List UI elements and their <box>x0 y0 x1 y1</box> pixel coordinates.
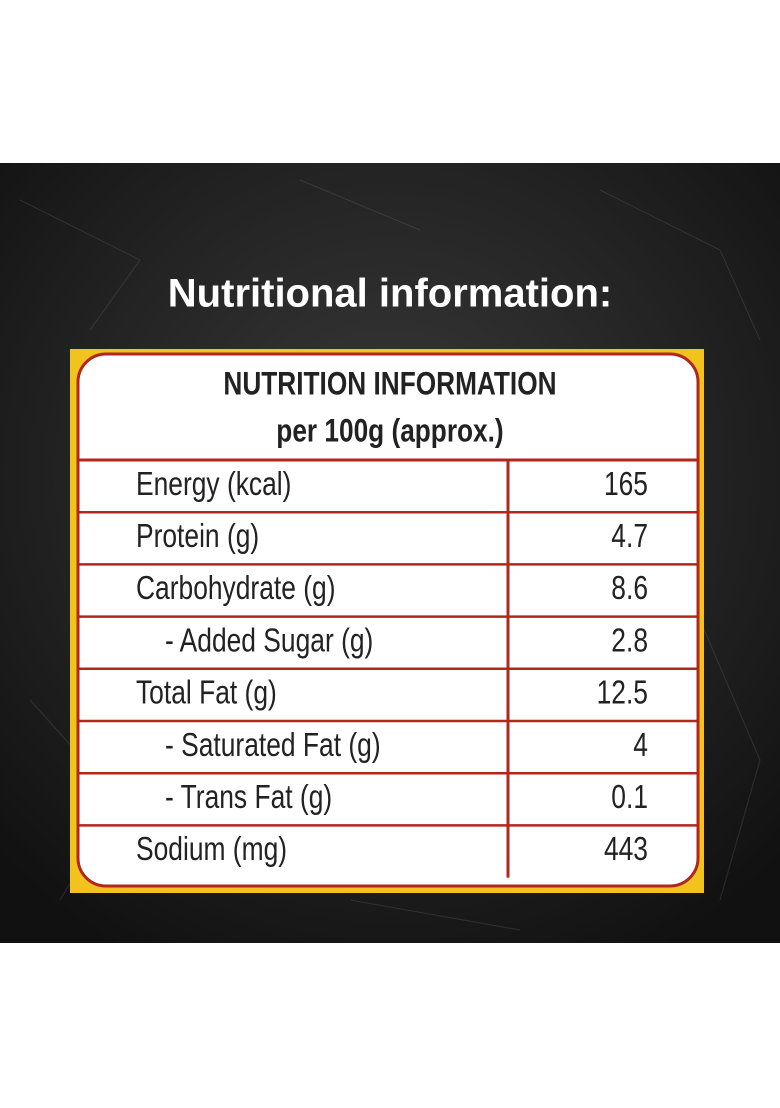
nutrient-value: 443 <box>604 832 648 868</box>
nutrient-name: - Saturated Fat (g) <box>165 727 381 763</box>
nutrient-value: 165 <box>604 466 648 502</box>
page-title: Nutritional information: <box>168 272 612 316</box>
table-subtitle: per 100g (approx.) <box>276 414 503 449</box>
nutrient-name: Carbohydrate (g) <box>136 571 336 607</box>
nutrient-name: - Trans Fat (g) <box>165 779 332 815</box>
label-panel <box>76 352 700 888</box>
nutrient-value: 2.8 <box>611 623 648 659</box>
nutrient-name: - Added Sugar (g) <box>165 623 373 659</box>
nutrient-value: 4 <box>633 727 648 763</box>
nutrient-value: 0.1 <box>611 779 648 815</box>
nutrient-value: 12.5 <box>597 675 648 711</box>
nutrient-name: Energy (kcal) <box>136 466 291 502</box>
nutrient-name: Total Fat (g) <box>136 675 277 711</box>
nutrition-table: NUTRITION INFORMATION per 100g (approx.)… <box>79 367 697 878</box>
nutrient-value: 8.6 <box>611 571 648 607</box>
table-title: NUTRITION INFORMATION <box>223 367 556 402</box>
nutrient-name: Sodium (mg) <box>136 832 287 868</box>
nutrient-value: 4.7 <box>611 518 648 554</box>
nutrient-name: Protein (g) <box>136 518 259 554</box>
